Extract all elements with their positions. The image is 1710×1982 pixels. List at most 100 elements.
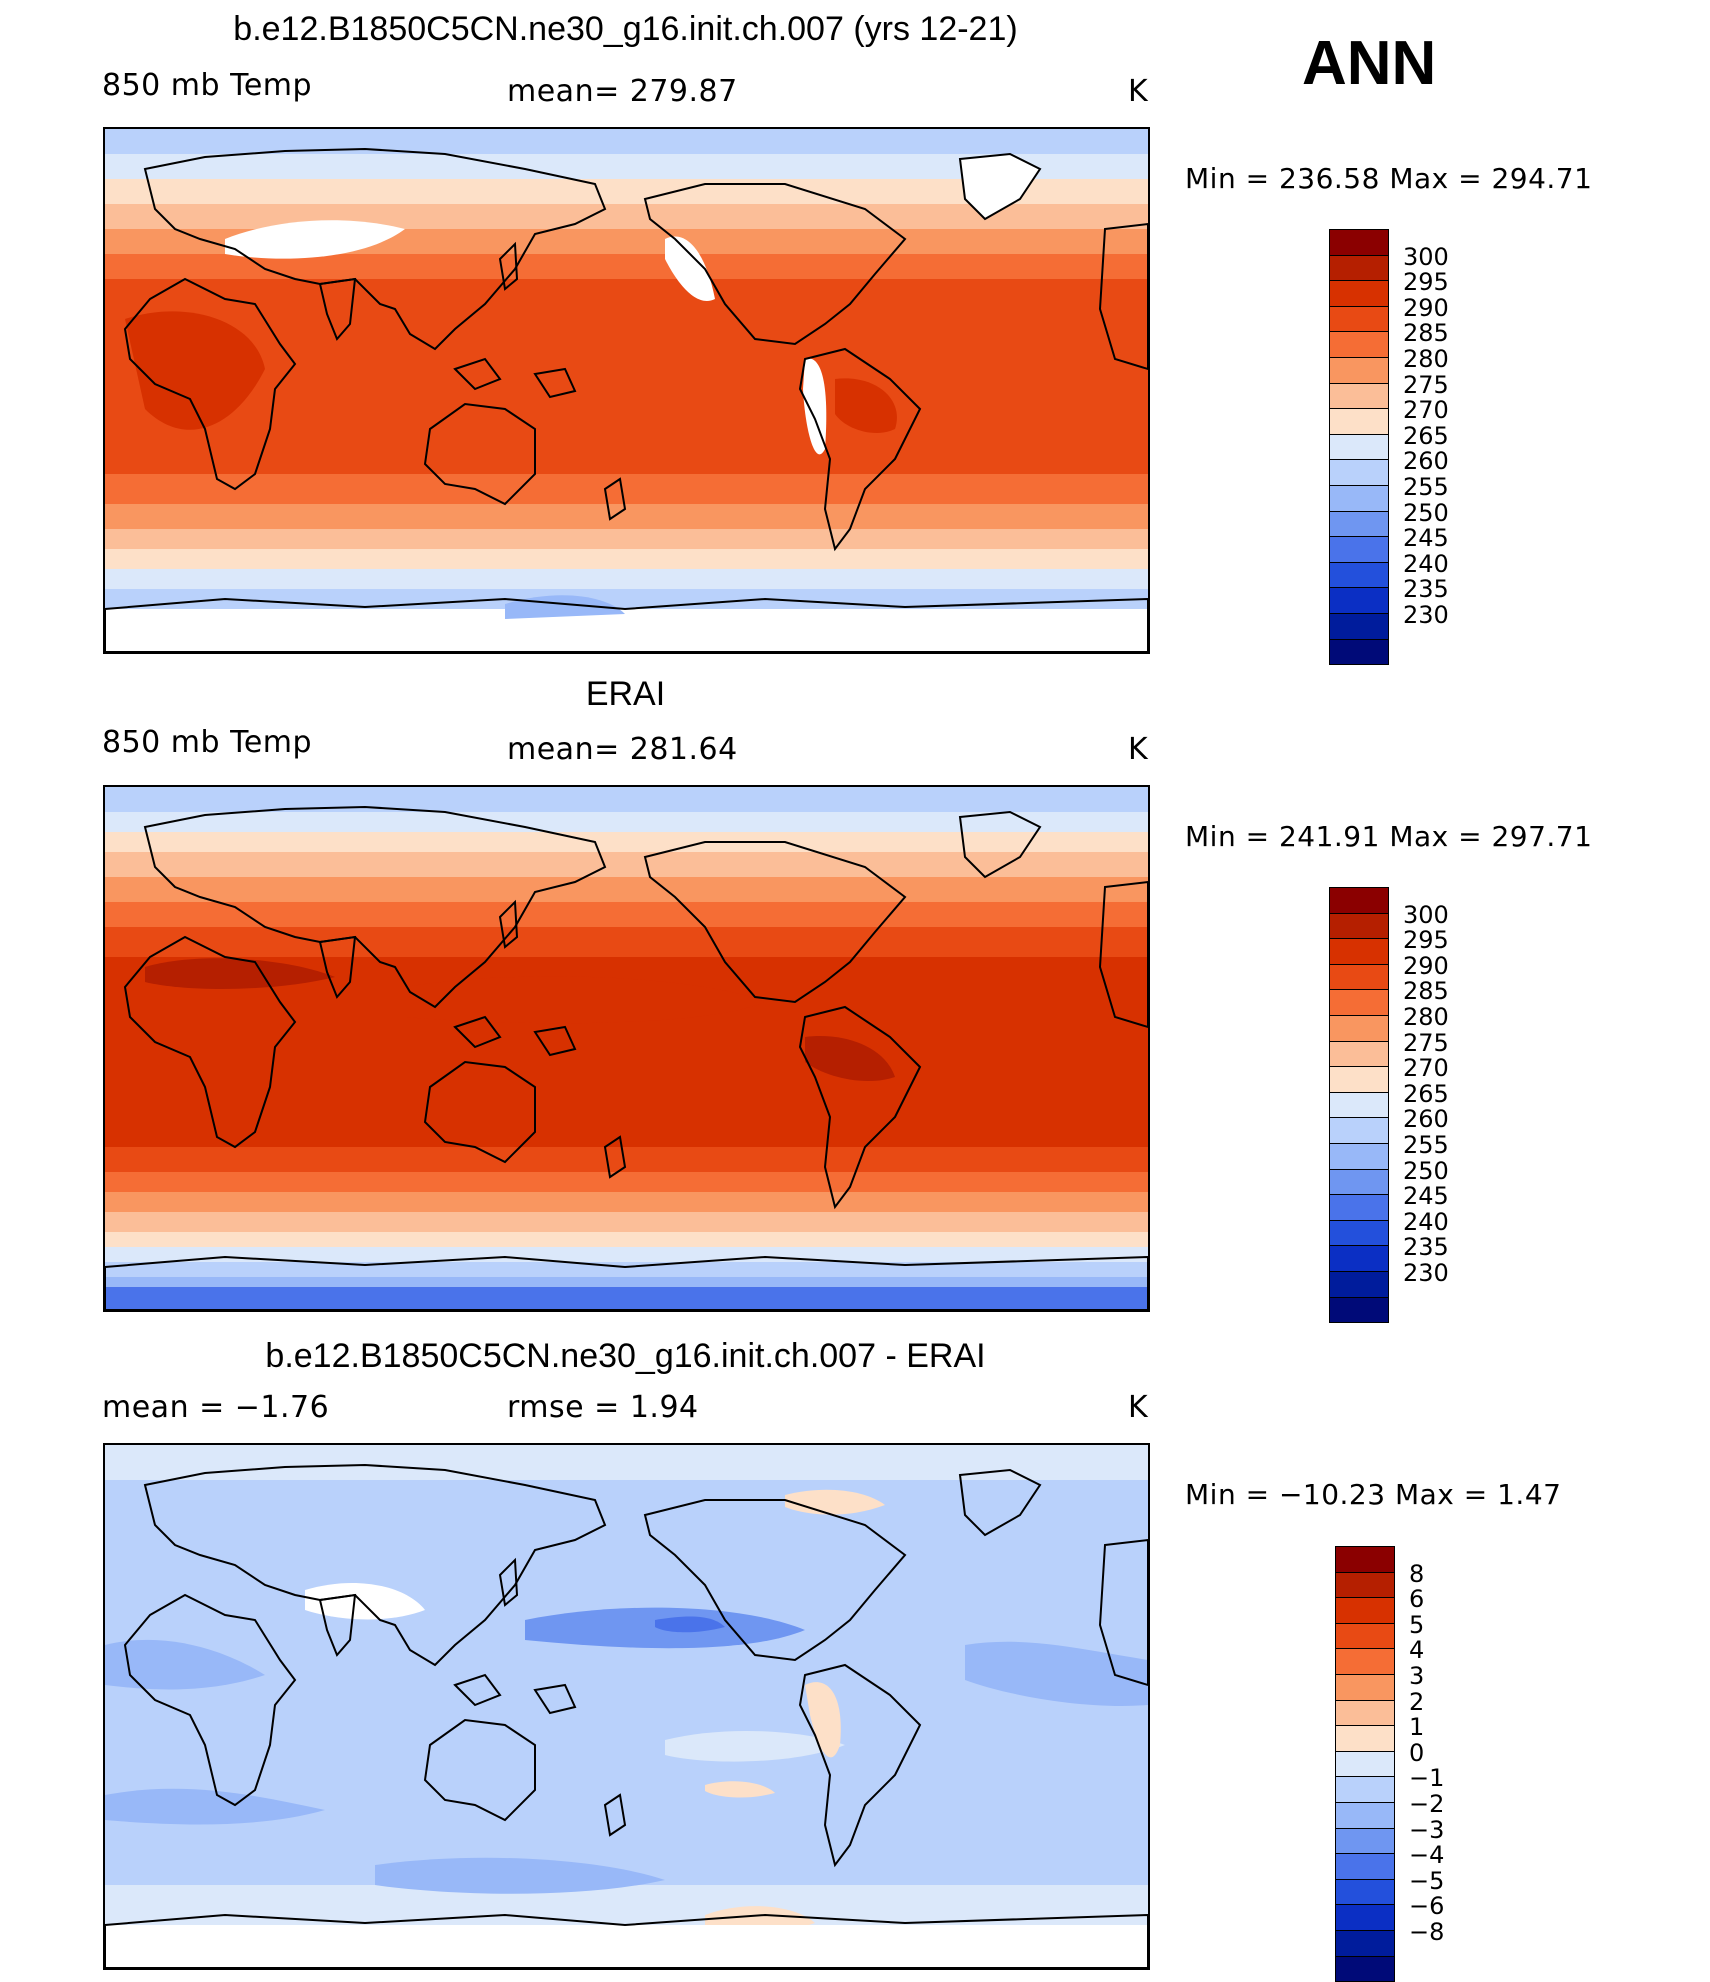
colorbar-swatch [1329,459,1389,486]
colorbar-swatch [1329,638,1389,666]
colorbar-swatch [1335,1648,1395,1675]
colorbar-swatch [1329,536,1389,563]
colorbar-swatch [1329,989,1389,1016]
colorbar-swatch [1329,1194,1389,1221]
contour-region [145,958,335,989]
contour-band [105,609,1148,652]
coastline [798,1005,922,1210]
colorbar-tick-label: 250 [1403,1156,1449,1185]
colorbar-tick-label: 5 [1409,1610,1425,1639]
colorbar-swatch [1329,433,1389,461]
colorbar-swatch [1329,331,1389,358]
coastline [498,1557,519,1607]
coastline [453,1673,502,1707]
panel-3-minmax: Min = −10.23 Max = 1.47 [1185,1478,1562,1511]
contour-region [105,1639,265,1690]
contour-band [105,832,1148,852]
colorbar-swatch [1329,912,1389,940]
colorbar-tick-label: 3 [1409,1662,1425,1690]
panel-1-map [103,127,1150,654]
coastline [958,1468,1042,1537]
colorbar-swatch [1335,1878,1395,1906]
coastline [143,147,607,351]
colorbar-tick-label: 260 [1403,1105,1449,1134]
colorbar-tick-label: 8 [1409,1559,1425,1588]
contour-band [105,812,1148,832]
coastline [423,1718,536,1822]
contour-band [105,504,1148,529]
colorbar-tick-label: 260 [1403,447,1449,476]
colorbar-swatch [1329,254,1389,282]
colorbar-tick-label: 6 [1409,1585,1425,1614]
colorbar-swatch [1329,1219,1389,1247]
coastline [143,1463,607,1667]
panel-2-units: K [1128,732,1149,767]
colorbar-swatch [1329,485,1389,512]
missing-data-region [305,1582,425,1620]
colorbar-tick-label: 300 [1403,900,1449,929]
contour-region [835,378,897,434]
panel-1-mean-label: mean= 279.87 [507,74,738,109]
colorbar-tick-label: 1 [1409,1713,1425,1742]
colorbar-tick-label: 255 [1403,1131,1449,1159]
coastline [105,597,1148,652]
colorbar-tick-label: 275 [1403,370,1449,399]
contour-band [105,129,1148,154]
colorbar-tick-label: −2 [1409,1790,1445,1818]
contour-band [105,1445,1148,1480]
colorbar-swatch [1329,613,1389,640]
coastline [318,935,357,999]
contour-band [105,1232,1148,1247]
panel-1-minmax: Min = 236.58 Max = 294.71 [1185,162,1593,195]
contour-band [105,279,1148,314]
contour-band [105,1247,1148,1262]
colorbar-swatch [1335,1622,1395,1650]
colorbar-swatch [1335,1597,1395,1624]
colorbar-tick-label: 265 [1403,421,1449,450]
contour-region [805,1682,841,1758]
colorbar-tick-label: 270 [1403,396,1449,425]
coastline [533,1025,577,1057]
panel-3-mean-label: mean = −1.76 [102,1390,330,1425]
colorbar-tick-label: 280 [1403,1003,1449,1031]
colorbar-tick-label: 265 [1403,1079,1449,1108]
coastline [498,241,519,291]
contour-band [105,549,1148,569]
colorbar-swatch [1335,1674,1395,1701]
contour-band [105,1212,1148,1232]
colorbar-swatch [1329,1296,1389,1324]
colorbar-tick-label: 230 [1403,601,1449,629]
contour-band [105,877,1148,902]
colorbar-swatch [1329,510,1389,538]
contour-band [105,902,1148,927]
contour-band [105,1277,1148,1287]
colorbar-swatch [1335,1853,1395,1880]
colorbar-tick-label: 235 [1403,575,1449,604]
panel-2-variable-label: 850 mb Temp [102,725,313,760]
colorbar-tick-label: 295 [1403,268,1449,297]
contour-band [105,1287,1148,1310]
colorbar-swatch [1329,1040,1389,1068]
coastline [1098,222,1148,371]
colorbar-tick-label: −8 [1409,1918,1445,1946]
panel-2-map [103,785,1150,1312]
missing-data-region [105,1925,1148,1968]
colorbar-swatch [1335,1904,1395,1931]
panel-3-title: b.e12.B1850C5CN.ne30_g16.init.ch.007 - E… [265,1337,986,1375]
contour-band [105,1262,1148,1277]
coastline [143,805,607,1009]
coastline [1098,880,1148,1029]
colorbar-swatch [1329,1066,1389,1093]
colorbar-tick-label: 4 [1409,1636,1425,1665]
colorbar-swatch [1335,1699,1395,1727]
coastline [603,1793,627,1837]
panel-3-map [103,1443,1150,1970]
colorbar-tick-label: 295 [1403,926,1449,955]
contour-region [655,1616,725,1633]
coastline [958,810,1042,879]
coastline [453,357,502,391]
missing-data-region [665,236,715,301]
colorbar-tick-label: −3 [1409,1815,1445,1844]
coastline [798,1663,922,1868]
coastline [105,1913,1148,1968]
